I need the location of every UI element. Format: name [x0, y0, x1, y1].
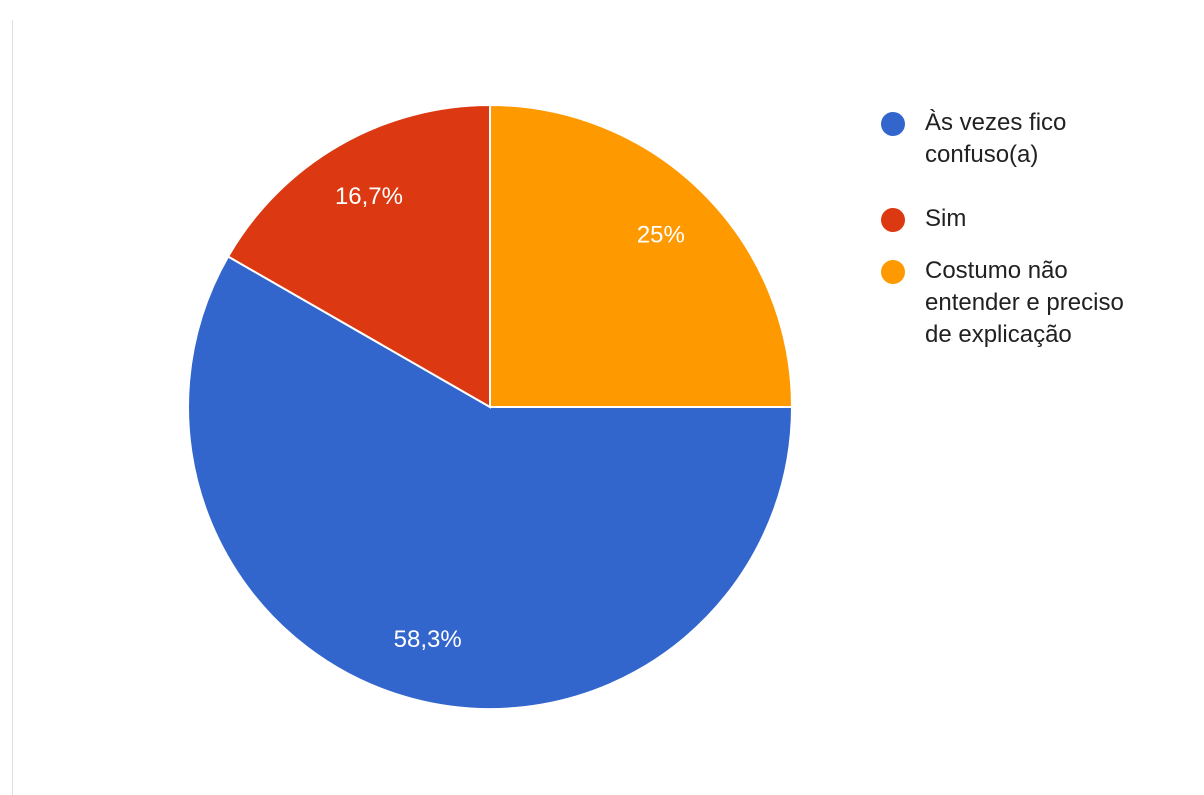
pie-slice	[489, 103, 794, 408]
slice-label: 25%	[637, 222, 685, 249]
pie-slice	[226, 103, 491, 409]
legend-label: Às vezes fico confuso(a)	[925, 109, 1066, 168]
slice-label: 58,3%	[394, 626, 462, 653]
pie-slice	[187, 255, 794, 711]
legend-swatch	[881, 260, 905, 284]
legend-swatch	[881, 112, 905, 136]
legend-swatch	[881, 208, 905, 232]
legend-label: Costumo não entender e preciso de explicaç…	[925, 257, 1124, 348]
slice-label: 16,7%	[335, 183, 403, 210]
legend-label: Sim	[925, 205, 966, 232]
